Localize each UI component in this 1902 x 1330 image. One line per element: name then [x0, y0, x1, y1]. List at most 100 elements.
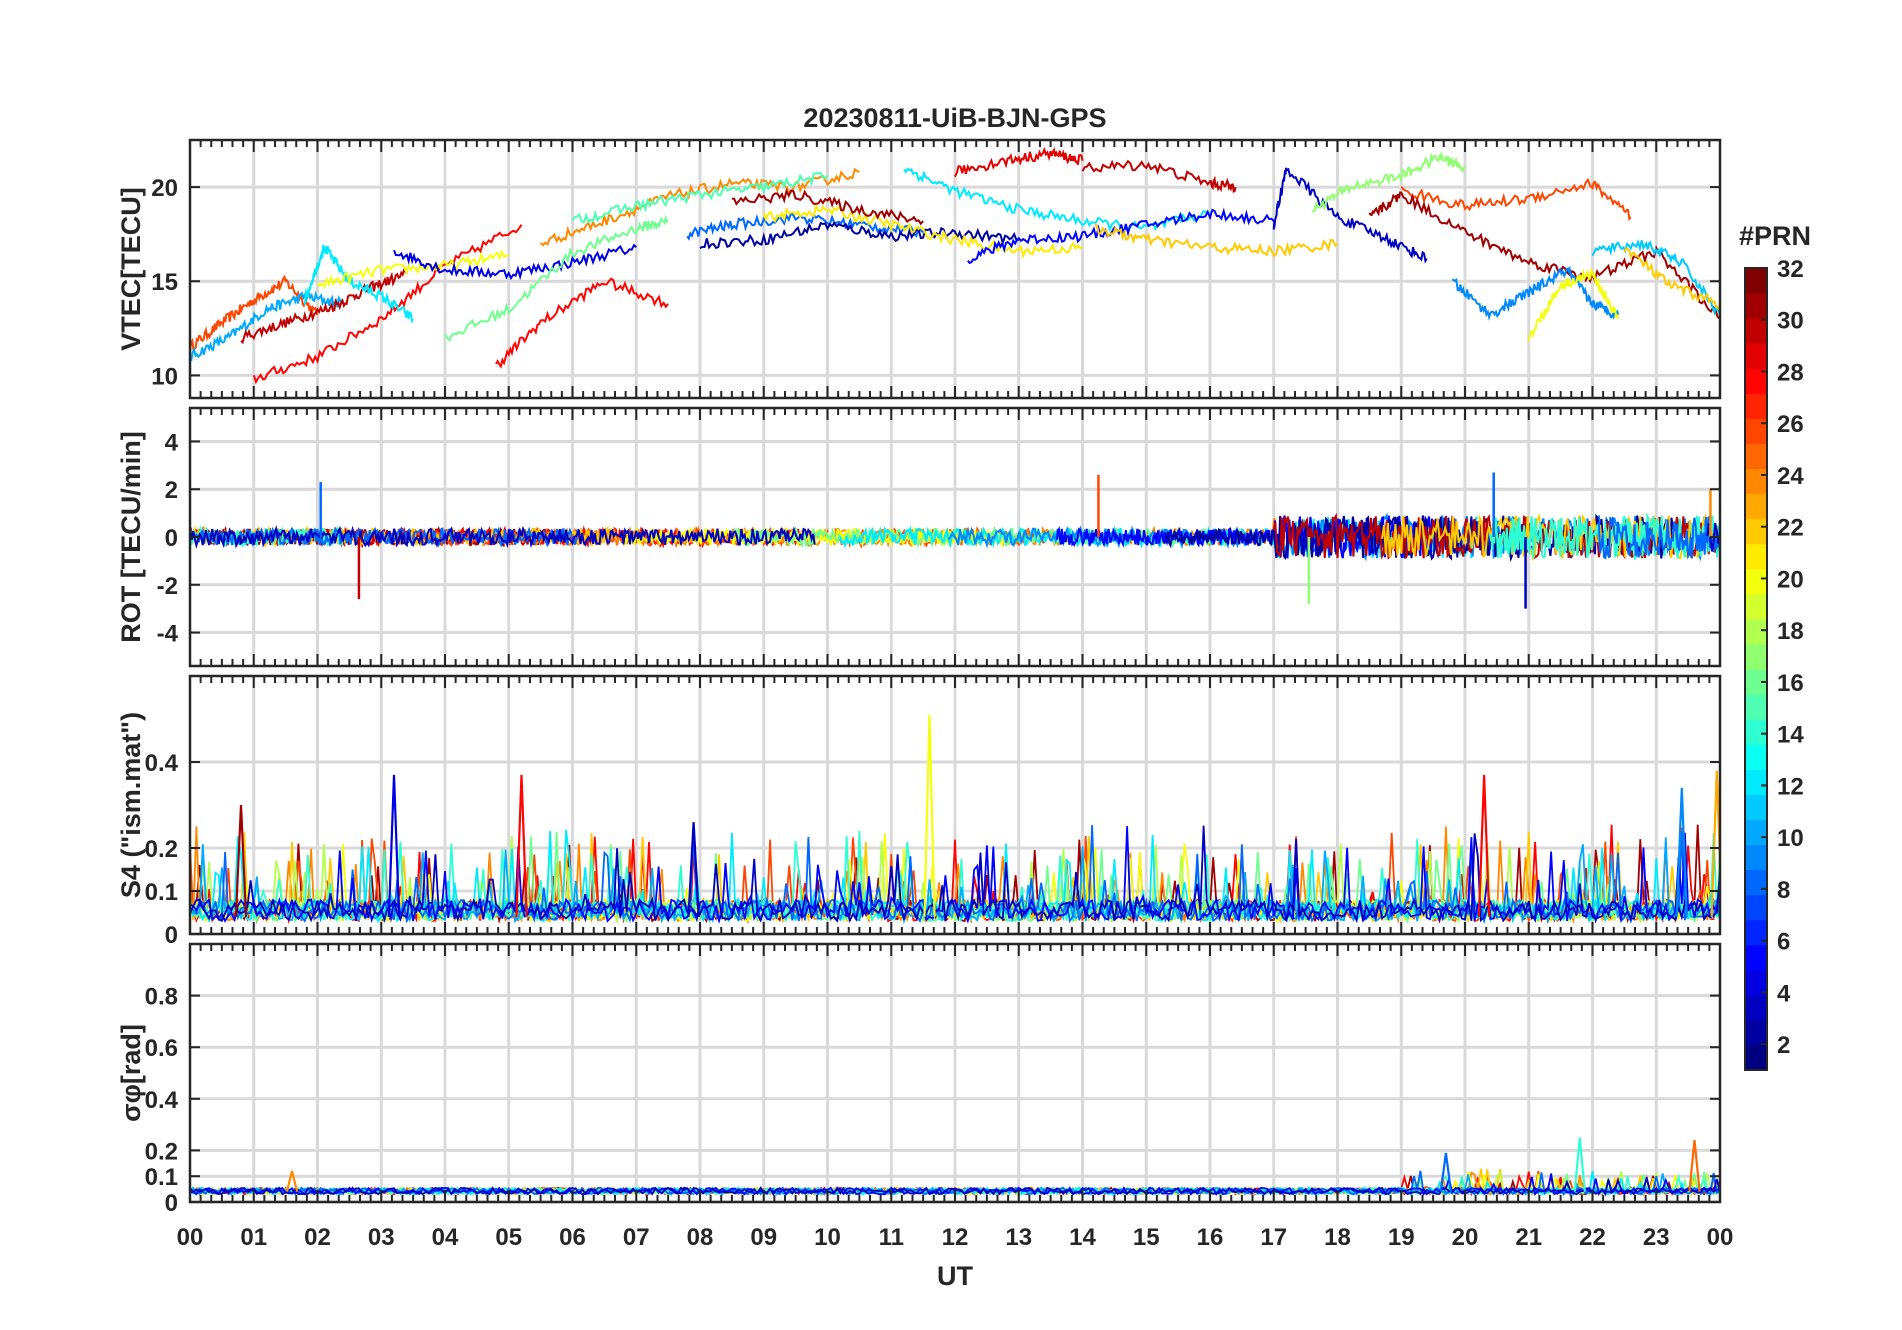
x-tick-label: 09	[750, 1224, 777, 1251]
series-line-prn-24	[539, 167, 860, 247]
series-line-prn-31	[731, 187, 924, 226]
y-tick-label: 4	[165, 429, 179, 456]
y-axis-label: VTEC[TECU]	[116, 187, 146, 351]
series-line-prn-5	[190, 826, 1720, 924]
x-tick-label: 11	[879, 1224, 904, 1251]
y-axis-label: σφ[rad]	[116, 1024, 146, 1122]
colorbar-tick-label: 26	[1777, 411, 1804, 438]
x-tick-label: 14	[1069, 1224, 1096, 1251]
colorbar-segment	[1745, 468, 1767, 495]
colorbar-segment	[1745, 819, 1767, 846]
x-tick-label: 15	[1133, 1224, 1160, 1251]
series-line-prn-15	[571, 171, 829, 224]
x-tick-label: 00	[177, 1224, 204, 1251]
x-tick-label: 06	[559, 1224, 586, 1251]
colorbar-tick-label: 30	[1777, 308, 1804, 335]
colorbar-segment	[1745, 1044, 1767, 1071]
y-tick-label: 0.4	[145, 750, 179, 777]
colorbar-segment	[1745, 769, 1767, 795]
x-tick-label: 18	[1324, 1224, 1351, 1251]
colorbar-segment	[1745, 418, 1767, 445]
series-line-prn-20	[316, 249, 510, 290]
y-tick-label: 0.1	[145, 879, 178, 906]
colorbar-segment	[1745, 894, 1767, 921]
peak-prn-31	[234, 804, 248, 917]
y-tick-label: 10	[151, 363, 178, 390]
x-tick-label: 10	[814, 1224, 841, 1251]
y-tick-label: 0.4	[145, 1087, 179, 1114]
colorbar-segment	[1745, 593, 1767, 620]
series-line-prn-31	[1368, 191, 1720, 320]
x-tick-label: 05	[495, 1224, 522, 1251]
y-tick-label: 0	[165, 922, 178, 949]
series-line-prn-3	[190, 522, 1720, 552]
series-line-prn-4	[393, 243, 637, 281]
y-tick-label: 0.6	[145, 1035, 178, 1062]
x-tick-label: 22	[1579, 1224, 1606, 1251]
panel-sigma_phi: 00.10.2 0.4 0.6 0.8 σφ[rad]	[116, 942, 1722, 1217]
series-line-prn-11	[1591, 238, 1720, 317]
colorbar-tick-label: 28	[1777, 359, 1804, 386]
colorbar-tick-label: 8	[1777, 877, 1790, 904]
colorbar-segment	[1745, 293, 1767, 319]
series-line-prn-10	[190, 290, 344, 362]
panel-rot: -4 -2 0 2 4 ROT [TECU/min]	[116, 406, 1722, 668]
x-tick-label: 01	[240, 1224, 267, 1251]
series-line-prn-22	[1623, 247, 1720, 310]
y-axis-label: ROT [TECU/min]	[116, 431, 146, 642]
data-lines-vtec	[190, 146, 1720, 385]
x-tick-label: 13	[1005, 1224, 1032, 1251]
series-line-prn-8	[686, 211, 924, 241]
y-tick-label: 20	[151, 175, 178, 202]
x-tick-label: 23	[1643, 1224, 1670, 1251]
x-tick-label: 12	[942, 1224, 969, 1251]
y-tick-label: 2	[165, 477, 178, 504]
colorbar-segment	[1745, 794, 1767, 820]
peak-prn-9	[1675, 787, 1688, 917]
series-line-prn-16	[444, 214, 669, 342]
colorbar-tick-label: 2	[1777, 1032, 1790, 1059]
colorbar-segment	[1745, 443, 1767, 470]
colorbar-segment	[1745, 393, 1767, 419]
y-tick-label: 15	[151, 269, 178, 296]
x-tick-label: 20	[1452, 1224, 1479, 1251]
colorbar-segment	[1745, 669, 1767, 695]
colorbar-segment	[1745, 1019, 1767, 1046]
x-tick-label: 04	[432, 1224, 459, 1251]
series-line-prn-20	[1527, 266, 1619, 342]
colorbar-tick-label: 24	[1777, 463, 1804, 490]
data-lines-rot	[190, 472, 1720, 609]
colorbar-segment	[1745, 994, 1767, 1021]
y-axis-label: S4 ("ism.mat")	[116, 712, 146, 898]
x-tick-label: 16	[1197, 1224, 1224, 1251]
colorbar-segment	[1745, 969, 1767, 996]
peak-prn-14	[1573, 1137, 1586, 1192]
colorbar-tick-label: 22	[1777, 515, 1804, 542]
series-line-prn-21	[762, 203, 1083, 260]
series-line-prn-16	[190, 832, 1720, 925]
colorbar-segment	[1745, 694, 1767, 720]
colorbar-title: #PRN	[1739, 221, 1811, 251]
data-lines-s4	[190, 714, 1720, 925]
chart-title: 20230811-UiB-BJN-GPS	[803, 103, 1106, 133]
peak-prn-3	[687, 822, 700, 917]
series-line-prn-22	[1094, 223, 1339, 258]
series-line-prn-9	[1451, 265, 1619, 322]
series-line-prn-28	[252, 224, 523, 385]
colorbar-tick-label: 20	[1777, 566, 1804, 593]
y-tick-label: -2	[157, 573, 178, 600]
series-line-prn-28	[495, 277, 669, 369]
colorbar-segment	[1745, 618, 1767, 645]
peak-prn-4	[387, 774, 401, 917]
x-tick-label: 08	[687, 1224, 714, 1251]
series-line-prn-3	[1272, 167, 1428, 264]
colorbar-segment	[1745, 744, 1767, 770]
colorbar-segment	[1745, 844, 1767, 871]
colorbar-tick-label: 12	[1777, 773, 1804, 800]
colorbar-segment	[1745, 643, 1767, 670]
x-tick-label: 19	[1388, 1224, 1415, 1251]
colorbar-segment	[1745, 343, 1767, 369]
